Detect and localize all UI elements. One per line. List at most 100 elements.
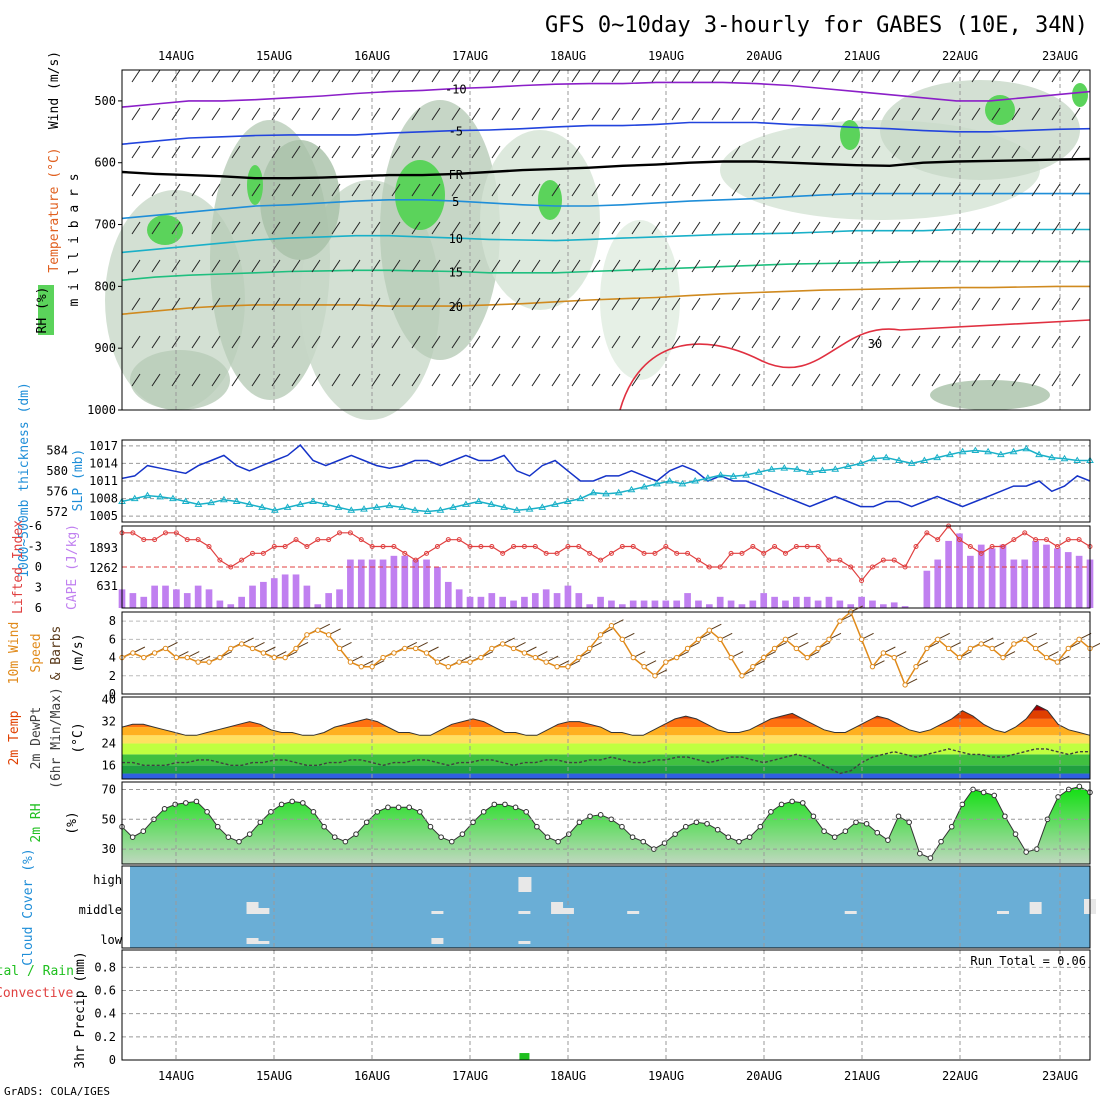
data-point: [907, 459, 916, 466]
li-point: [532, 544, 538, 549]
cape-bar: [869, 600, 876, 608]
wind-barb: [551, 297, 561, 311]
contour-30: [619, 319, 1091, 411]
wind-barb: [871, 335, 881, 349]
temp-band: [122, 773, 1090, 779]
wind-barb: [371, 297, 381, 311]
data-point: [462, 500, 470, 507]
rh-point: [980, 789, 987, 796]
y-tick-label: 2: [109, 669, 116, 683]
wind-barb: [411, 335, 421, 349]
li-tick-label: 0: [35, 560, 42, 574]
rh-point: [587, 813, 593, 820]
wind-barb: [1011, 145, 1021, 159]
rh-point: [948, 823, 955, 830]
wind-barb: [851, 107, 861, 121]
wind-barb: [831, 69, 841, 83]
wind-barb: [131, 221, 141, 235]
wind-barb: [131, 183, 141, 197]
data-point: [156, 492, 165, 500]
wind-barb: [711, 373, 721, 387]
slp-tick-label: 1014: [89, 456, 118, 470]
data-point: [869, 663, 876, 670]
y-tick-label: 40: [102, 693, 116, 707]
contour-label: -5: [449, 125, 463, 139]
wind-barb: [591, 107, 601, 121]
cape-bar: [564, 585, 572, 608]
cape-bar: [988, 548, 996, 608]
data-point: [551, 500, 559, 507]
wind-barb: [631, 297, 641, 311]
rh-point: [363, 819, 370, 826]
time-label-bottom: 17AUG: [452, 1069, 488, 1083]
wind-barb: [651, 69, 661, 83]
wind-barb: [931, 107, 941, 121]
legend-rh: RH (%): [35, 287, 50, 334]
wind-barb: [731, 335, 741, 349]
data-point: [325, 632, 332, 638]
wind-barb: [891, 259, 901, 273]
contour-label: 20: [449, 300, 463, 314]
rh-point: [300, 800, 306, 806]
cape-bar: [923, 570, 931, 608]
cloud-level-label: low: [100, 933, 122, 947]
wind-barb: [371, 335, 381, 349]
wind-barb: [771, 145, 781, 159]
data-point: [282, 654, 288, 661]
cape-bar: [368, 559, 376, 608]
data-point: [586, 645, 593, 652]
li-point: [1011, 537, 1017, 543]
wind-barb: [331, 373, 341, 387]
li-point: [358, 537, 364, 543]
wind-barb: [211, 259, 221, 273]
rh-point: [1012, 831, 1019, 837]
thickness-tick-label: 580: [46, 464, 68, 478]
data-point: [270, 506, 279, 513]
wind-barb: [751, 335, 761, 349]
wind-barb: [831, 297, 841, 311]
data-point: [358, 663, 364, 670]
wind-barb: [351, 69, 361, 83]
li-point: [315, 537, 321, 543]
data-point: [663, 659, 669, 665]
li-point: [935, 537, 941, 543]
wind-barb: [911, 145, 921, 159]
cape-bar: [357, 559, 365, 608]
wind-barb: [731, 297, 741, 311]
rh-area: [122, 786, 1090, 864]
data-point: [385, 501, 394, 509]
wind-barb: [431, 69, 441, 83]
wind-barb: [991, 107, 1001, 121]
data-point: [143, 491, 152, 499]
wind-barb: [191, 221, 201, 235]
wind-barb: [131, 297, 141, 311]
data-point: [510, 645, 517, 652]
temp-band: [122, 710, 1090, 719]
rh-point: [853, 819, 859, 826]
cape-bar: [412, 559, 419, 608]
wind-barb: [611, 373, 621, 387]
data-point: [538, 503, 547, 510]
data-point: [880, 650, 887, 656]
wind-barb: [711, 69, 721, 83]
wind-barb: [1071, 373, 1081, 387]
li-tick-label: -6: [28, 519, 42, 533]
data-point: [989, 645, 995, 652]
rh-point: [353, 831, 359, 837]
cape-bar: [129, 593, 137, 608]
wind-barb: [911, 259, 921, 273]
cape-bar: [238, 596, 245, 608]
rh-shade: [600, 220, 680, 380]
wind-barb: [331, 69, 341, 83]
wind-barb: [651, 221, 661, 235]
data-point: [891, 654, 897, 661]
wind-barb: [591, 221, 601, 235]
slp-tick-label: 1011: [89, 474, 118, 488]
wind-barb: [731, 259, 741, 273]
wind-barb: [1051, 69, 1061, 83]
wind-barb: [491, 107, 501, 121]
data-point: [283, 503, 292, 510]
y-tick-label: 6: [109, 632, 116, 646]
time-label-top: 16AUG: [354, 49, 390, 63]
wind-barb: [251, 297, 261, 311]
